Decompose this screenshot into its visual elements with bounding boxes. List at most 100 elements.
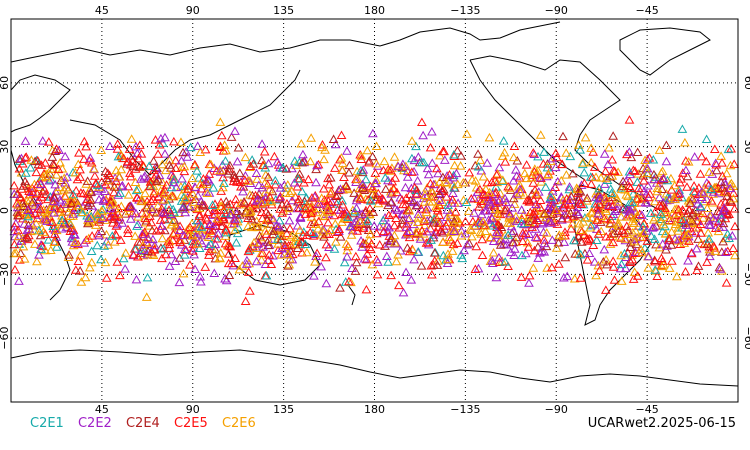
legend-item-c2e2: C2E2 <box>77 416 112 431</box>
occultation-marker <box>283 249 293 259</box>
occultation-marker <box>317 139 328 149</box>
occultation-marker <box>683 255 693 265</box>
occultation-marker <box>582 255 593 264</box>
occultation-marker <box>138 161 149 170</box>
occultation-marker <box>585 222 596 232</box>
occultation-marker <box>228 176 239 186</box>
occultation-marker <box>698 213 709 222</box>
occultation-marker <box>461 197 472 207</box>
occultation-marker <box>628 189 639 198</box>
occultation-marker <box>276 250 287 259</box>
occultation-marker <box>352 174 363 183</box>
occultation-marker <box>175 221 185 230</box>
occultation-marker <box>437 227 448 237</box>
occultation-marker <box>633 183 644 193</box>
occultation-marker <box>642 168 652 178</box>
occultation-marker <box>260 259 271 268</box>
occultation-marker <box>220 156 231 165</box>
occultation-marker <box>262 179 273 189</box>
occultation-marker <box>113 190 124 199</box>
occultation-marker <box>268 229 278 239</box>
occultation-marker <box>705 247 715 256</box>
occultation-marker <box>473 149 483 158</box>
occultation-marker <box>120 248 131 257</box>
occultation-marker <box>487 220 498 230</box>
occultation-marker <box>319 232 329 241</box>
occultation-marker <box>720 247 731 257</box>
occultation-marker <box>538 159 549 168</box>
occultation-marker <box>393 161 404 171</box>
occultation-marker <box>221 275 232 285</box>
occultation-marker <box>203 232 214 242</box>
occultation-marker <box>406 183 417 193</box>
occultation-marker <box>613 167 623 176</box>
occultation-marker <box>37 172 48 182</box>
occultation-marker <box>540 182 551 191</box>
occultation-marker <box>360 214 371 224</box>
occultation-marker <box>37 136 48 145</box>
occultation-marker <box>721 278 732 287</box>
occultation-marker <box>219 178 229 188</box>
occultation-marker <box>98 194 109 204</box>
occultation-marker <box>323 217 333 227</box>
occultation-marker <box>277 208 288 217</box>
occultation-marker <box>528 178 539 187</box>
occultation-marker <box>525 207 536 217</box>
occultation-marker <box>503 261 513 270</box>
occultation-marker <box>294 203 305 212</box>
occultation-marker <box>658 219 669 229</box>
occultation-marker <box>49 208 59 217</box>
tick-label: 30 <box>0 140 11 154</box>
occultation-marker <box>530 224 541 233</box>
occultation-marker <box>379 156 390 166</box>
occultation-marker <box>427 158 438 167</box>
occultation-marker <box>456 231 467 240</box>
occultation-marker <box>686 217 696 227</box>
occultation-marker <box>413 247 424 256</box>
occultation-marker <box>471 241 482 251</box>
occultation-marker <box>342 146 352 155</box>
occultation-marker <box>24 230 34 240</box>
occultation-marker <box>651 221 662 230</box>
occultation-marker <box>486 177 497 186</box>
occultation-marker <box>687 208 698 217</box>
occultation-marker <box>75 266 85 275</box>
occultation-marker <box>589 257 600 266</box>
occultation-marker <box>511 189 522 198</box>
occultation-marker <box>649 169 659 179</box>
occultation-marker <box>19 254 30 263</box>
occultation-marker <box>422 183 433 192</box>
occultation-marker <box>518 210 529 219</box>
occultation-marker <box>637 232 648 242</box>
occultation-marker <box>274 221 284 231</box>
occultation-marker <box>26 155 37 164</box>
occultation-marker <box>596 173 606 182</box>
occultation-marker <box>18 241 29 251</box>
occultation-marker <box>185 222 195 231</box>
occultation-marker <box>10 218 21 228</box>
occultation-marker <box>386 270 396 280</box>
occultation-marker <box>178 147 188 157</box>
occultation-marker <box>511 216 522 225</box>
occultation-marker <box>83 233 94 243</box>
occultation-marker <box>642 154 653 164</box>
occultation-marker <box>41 189 51 198</box>
occultation-marker <box>494 195 505 204</box>
occultation-marker <box>200 262 211 271</box>
occultation-marker <box>259 218 270 228</box>
occultation-marker <box>135 140 145 149</box>
occultation-marker <box>225 210 236 219</box>
occultation-marker <box>172 230 183 240</box>
occultation-marker <box>294 194 304 204</box>
occultation-marker <box>676 174 686 183</box>
occultation-marker <box>626 212 637 221</box>
occultation-marker <box>297 186 307 196</box>
occultation-marker <box>358 183 368 192</box>
occultation-marker <box>208 183 219 192</box>
occultation-marker <box>511 232 522 242</box>
occultation-marker <box>604 142 614 152</box>
occultation-marker <box>32 196 43 206</box>
occultation-marker <box>645 208 656 217</box>
occultation-marker <box>695 201 706 211</box>
occultation-marker <box>44 175 55 185</box>
